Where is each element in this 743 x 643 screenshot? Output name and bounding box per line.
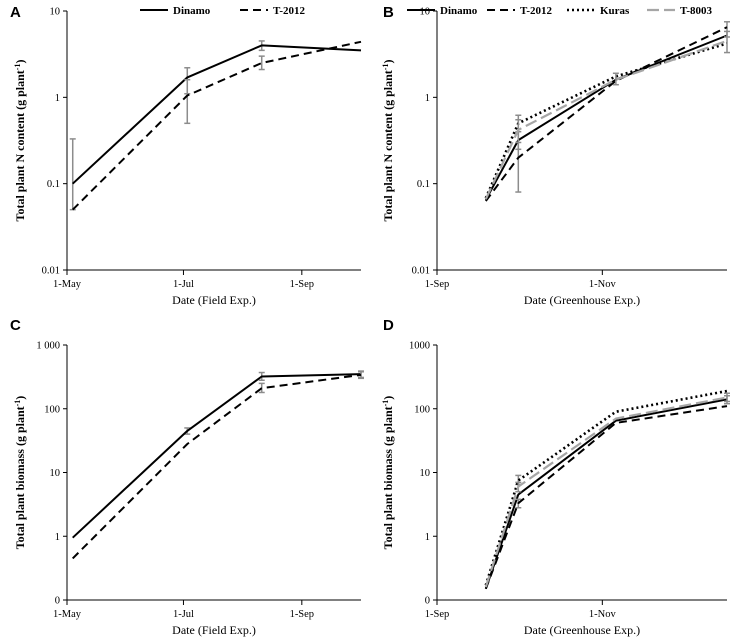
y-tick-label: 1 000 <box>36 341 60 352</box>
x-tick-label: 1-May <box>53 279 82 290</box>
chart-panel-b: B 0.01 0.1 1 10 1-Sep 1-Nov Date (Greenhouse Ex… <box>381 4 730 307</box>
y-axis-title: Total plant N content (g plant-1) <box>13 60 28 222</box>
x-tick-label: 1-Sep <box>425 279 450 290</box>
x-tick-label: 1-Jul <box>173 609 194 620</box>
series-kuras <box>484 42 728 199</box>
legend-label-t2012: T-2012 <box>273 5 305 17</box>
x-axis-title: Date (Field Exp.) <box>172 623 256 637</box>
y-axis-title-superscript: -1 <box>13 400 22 407</box>
y-axis-title: Total plant N content (g plant-1) <box>381 60 396 222</box>
series-t2012 <box>71 40 362 211</box>
series-t2012 <box>484 405 728 590</box>
y-tick-label: 0 <box>425 596 430 607</box>
x-tick-label: 1-Nov <box>589 609 617 620</box>
y-axis-title-close: ) <box>381 60 395 64</box>
x-axis-title: Date (Greenhouse Exp.) <box>524 293 640 307</box>
series-line-t2012 <box>485 26 728 202</box>
legend-label-kuras: Kuras <box>600 5 630 17</box>
series-line-t2012 <box>484 405 728 590</box>
x-tick-label: 1-Nov <box>589 279 617 290</box>
panel-letter: B <box>383 4 394 21</box>
y-tick-label: 10 <box>420 468 431 479</box>
x-tick-label: 1-Jul <box>173 279 194 290</box>
x-tick-label: 1-Sep <box>290 279 315 290</box>
legend-label-dinamo: Dinamo <box>440 5 478 17</box>
y-tick-label: 100 <box>414 404 430 415</box>
series-line-t2012 <box>71 40 362 211</box>
series-dinamo <box>69 40 362 211</box>
y-axis-title-superscript: -1 <box>13 64 22 71</box>
series-line-kuras <box>484 42 728 199</box>
legend-label-t8003: T-8003 <box>680 5 712 17</box>
chart-panel-d: D 0 1 10 100 1000 1-Sep 1-Nov Date (Greenhouse E… <box>381 317 730 637</box>
y-axis-title: Total plant biomass (g plant-1) <box>381 396 396 550</box>
series-line-dinamo <box>484 34 728 201</box>
y-axis-title: Total plant biomass (g plant-1) <box>13 396 28 550</box>
y-tick-label: 1 <box>55 93 60 104</box>
y-axis-title-close: ) <box>13 60 27 64</box>
series-kuras <box>484 389 728 586</box>
y-axis-title-close: ) <box>13 396 27 400</box>
x-axis-title: Date (Greenhouse Exp.) <box>524 623 640 637</box>
series-t2012 <box>71 371 364 560</box>
series-dinamo <box>72 370 364 539</box>
y-tick-label: 1 <box>425 532 430 543</box>
y-tick-label: 10 <box>420 7 431 18</box>
panel-letter: D <box>383 317 394 334</box>
y-tick-label: 0.01 <box>42 266 60 277</box>
series-line-kuras <box>484 389 728 586</box>
y-tick-label: 1 <box>55 532 60 543</box>
chart-panel-c: C 0 1 10 100 1 000 1-May 1-Jul 1-Sep Date (Field … <box>10 317 364 637</box>
x-tick-label: 1-Sep <box>290 609 315 620</box>
y-tick-label: 10 <box>50 7 61 18</box>
y-axis-title-close: ) <box>381 396 395 400</box>
y-tick-label: 100 <box>44 404 60 415</box>
y-axis-title-text: Total plant N content (g plant <box>13 70 27 221</box>
series-t8003 <box>484 392 730 588</box>
series-line-dinamo <box>72 373 362 539</box>
x-tick-label: 1-Sep <box>425 609 450 620</box>
y-tick-label: 0 <box>55 596 60 607</box>
y-tick-label: 0.1 <box>47 179 60 190</box>
y-tick-label: 10 <box>50 468 61 479</box>
series-line-t8003 <box>484 396 728 588</box>
series-line-t8003 <box>484 39 728 200</box>
x-axis-title: Date (Field Exp.) <box>172 293 256 307</box>
y-tick-label: 1 <box>425 93 430 104</box>
y-tick-label: 0.01 <box>412 266 430 277</box>
series-t8003 <box>484 30 730 200</box>
y-axis-title-superscript: -1 <box>381 64 390 71</box>
y-axis-title-text: Total plant biomass (g plant <box>381 406 395 549</box>
panel-letter: C <box>10 317 21 334</box>
y-axis-title-text: Total plant N content (g plant <box>381 70 395 221</box>
series-dinamo <box>484 34 728 201</box>
chart-panel-a: A 0.01 0.1 1 10 1-May 1-Jul 1-Sep Date (Field Ex… <box>10 4 362 307</box>
y-tick-label: 0.1 <box>417 179 430 190</box>
series-line-dinamo <box>72 44 362 185</box>
legend: Dinamo T-2012 Kuras T-8003 <box>407 5 712 17</box>
series-line-dinamo <box>484 398 728 590</box>
y-axis-title-text: Total plant biomass (g plant <box>13 406 27 549</box>
legend-label-t2012: T-2012 <box>520 5 552 17</box>
legend-label-dinamo: Dinamo <box>173 5 211 17</box>
legend: Dinamo T-2012 <box>140 5 305 17</box>
panel-letter: A <box>10 4 21 21</box>
y-tick-label: 1000 <box>409 341 430 352</box>
x-tick-label: 1-May <box>53 609 82 620</box>
series-line-t2012 <box>71 373 362 560</box>
y-axis-title-superscript: -1 <box>381 400 390 407</box>
